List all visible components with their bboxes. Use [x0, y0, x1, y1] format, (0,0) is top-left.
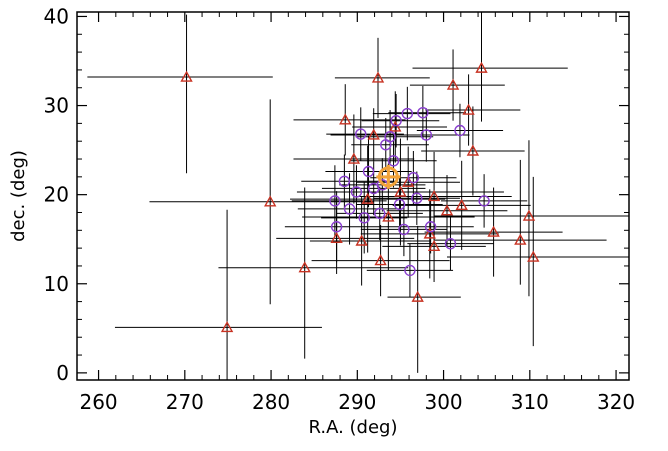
- x-tick-label: 320: [597, 390, 635, 414]
- triangle-point: [466, 144, 480, 156]
- x-tick-label: 300: [424, 390, 462, 414]
- circle-point: [478, 195, 490, 207]
- triangle-point: [394, 185, 407, 197]
- circle-point: [398, 223, 410, 236]
- triangle-point: [527, 250, 540, 262]
- circle-point: [384, 131, 396, 143]
- circle-point: [350, 186, 363, 198]
- triangle-point: [330, 231, 343, 244]
- circle-point: [404, 264, 416, 277]
- errorbars-layer: [87, 12, 629, 380]
- y-tick-label: 40: [44, 4, 69, 28]
- triangle-point: [427, 190, 441, 202]
- y-tick-label: 10: [44, 272, 69, 296]
- circle-point: [407, 172, 420, 184]
- triangle-point: [522, 209, 536, 221]
- circle-point: [444, 237, 457, 250]
- circle-point: [424, 221, 437, 233]
- triangle-point: [220, 320, 234, 333]
- circle-point: [417, 106, 429, 119]
- circle-point: [420, 129, 433, 141]
- triangle-point: [423, 227, 436, 239]
- circle-point: [343, 203, 356, 215]
- circle-point: [358, 212, 370, 224]
- circle-point: [329, 195, 341, 207]
- circle-point: [338, 175, 351, 187]
- y-axis-title: dec. (deg): [8, 150, 29, 242]
- circle-point: [374, 207, 386, 220]
- y-tick-label: 0: [56, 361, 69, 385]
- triangle-point: [355, 234, 368, 246]
- circle-point: [393, 198, 406, 211]
- triangle-point: [371, 71, 385, 83]
- plot-frame: [76, 11, 630, 381]
- x-tick-label: 310: [511, 390, 549, 414]
- circle-point: [390, 115, 402, 127]
- triangle-point: [382, 210, 395, 222]
- triangle-point: [361, 192, 374, 204]
- x-axis-title: R.A. (deg): [309, 417, 398, 438]
- circle-point: [330, 221, 343, 233]
- x-tick-label: 270: [166, 390, 204, 414]
- triangle-point: [462, 103, 475, 115]
- triangle-point: [487, 225, 500, 237]
- markers-layer: [180, 61, 540, 333]
- triangle-point: [389, 120, 402, 132]
- triangle-point: [475, 61, 488, 73]
- triangle-point: [374, 254, 387, 266]
- x-tick-label: 280: [252, 390, 290, 414]
- circle-point: [454, 124, 466, 137]
- triangle-point: [446, 78, 460, 90]
- circle-point: [355, 128, 367, 140]
- circle-point: [411, 192, 423, 204]
- triangle-point: [298, 261, 311, 273]
- triangle-point: [180, 70, 193, 82]
- ticks-layer: 260 270 280 290 300 310 320 0 10 20 30 40: [44, 4, 636, 414]
- triangle-point: [427, 239, 441, 252]
- triangle-point: [264, 195, 277, 207]
- triangle-point: [347, 152, 361, 164]
- triangle-point: [367, 128, 380, 140]
- circle-point: [387, 155, 400, 167]
- circle-point: [362, 165, 375, 178]
- circle-point: [401, 107, 414, 120]
- triangle-point: [514, 233, 527, 245]
- triangle-point: [455, 198, 468, 211]
- y-tick-label: 30: [44, 94, 69, 118]
- triangle-point: [411, 290, 424, 302]
- triangle-point: [339, 113, 352, 125]
- triangle-point: [440, 204, 454, 216]
- x-tick-label: 260: [79, 390, 117, 414]
- y-tick-label: 20: [44, 183, 69, 207]
- x-tick-label: 290: [338, 390, 376, 414]
